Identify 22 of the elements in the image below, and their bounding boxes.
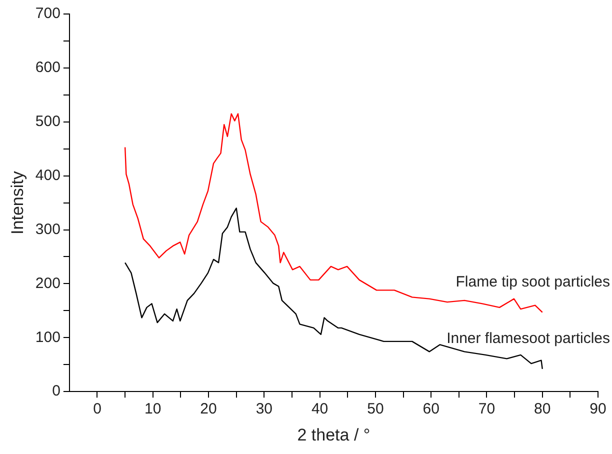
x-tick-label: 50 (367, 400, 384, 418)
x-tick-label: 0 (93, 400, 102, 418)
y-tick-label: 400 (35, 166, 60, 184)
x-tick-label: 60 (422, 400, 440, 418)
y-tick-label: 200 (35, 274, 60, 292)
x-tick-label: 10 (144, 400, 162, 418)
x-tick-label: 40 (311, 400, 328, 418)
y-axis-title: Intensity (8, 170, 27, 234)
y-tick-label: 600 (35, 59, 60, 76)
series-label: Flame tip soot particles (456, 273, 610, 290)
x-tick-label: 30 (256, 400, 273, 418)
y-tick-label: 500 (35, 113, 60, 130)
x-tick-label: 90 (590, 400, 606, 418)
x-tick-label: 70 (478, 400, 496, 418)
y-tick-label: 700 (35, 5, 60, 22)
y-tick-label: 300 (35, 220, 60, 238)
x-tick-label: 80 (534, 400, 551, 418)
y-tick-label: 100 (35, 328, 60, 346)
series-label: Inner flamesoot particles (446, 330, 610, 347)
x-tick-label: 20 (200, 400, 217, 418)
x-axis-title: 2 theta / ° (297, 425, 370, 444)
y-tick-label: 0 (52, 382, 60, 400)
